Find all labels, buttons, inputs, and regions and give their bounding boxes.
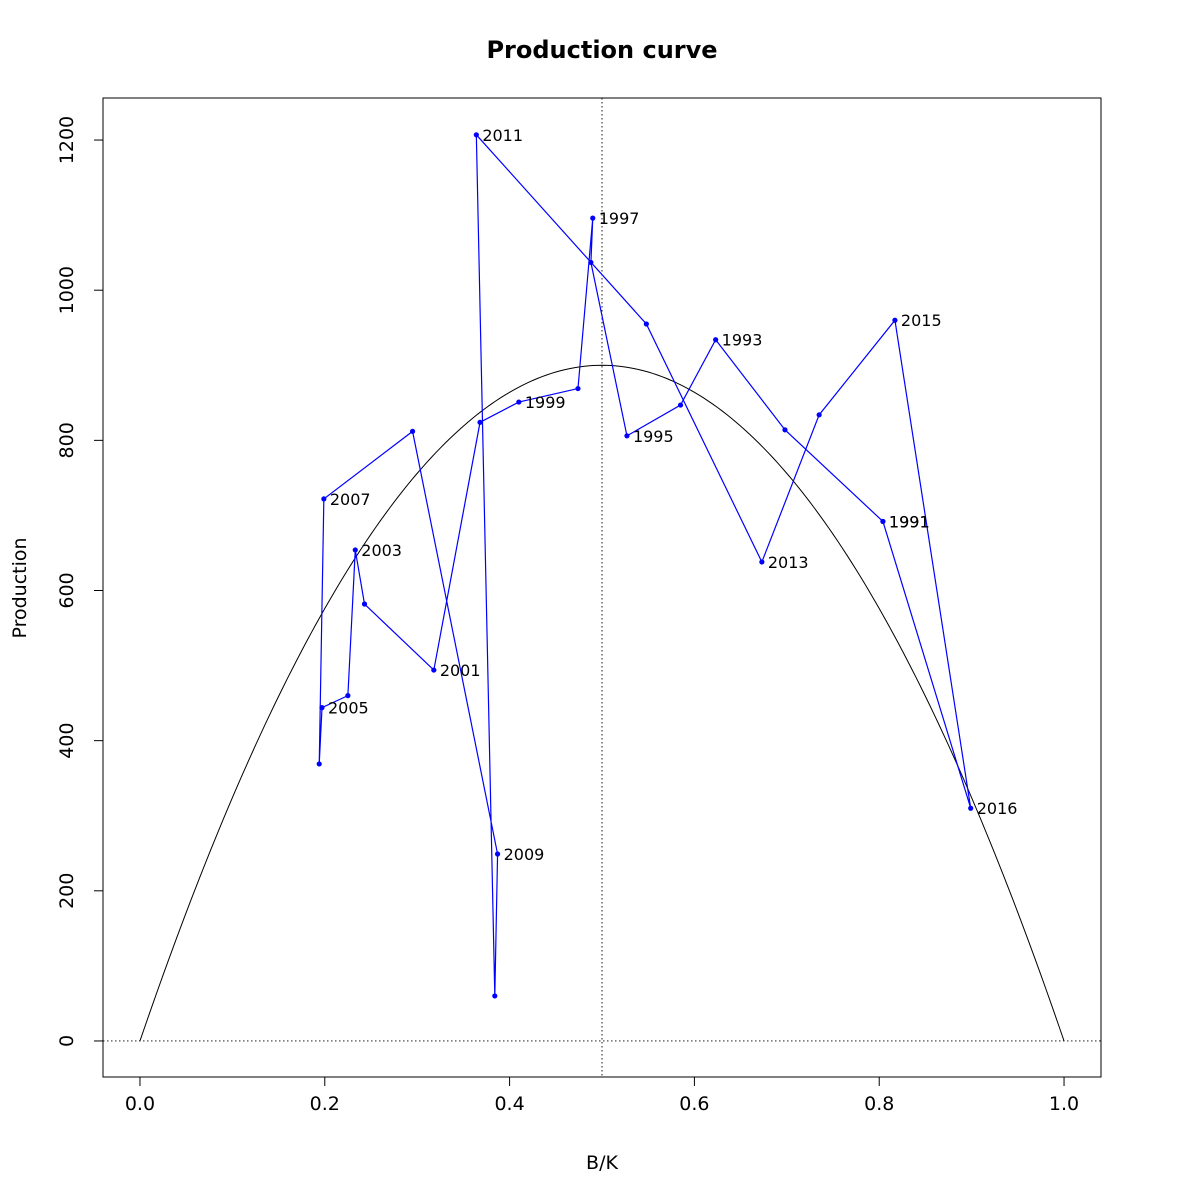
data-point xyxy=(321,496,327,502)
y-tick-label: 400 xyxy=(56,723,78,759)
point-label: 2001 xyxy=(440,661,481,680)
data-point xyxy=(361,601,368,607)
data-point xyxy=(477,419,483,425)
data-point xyxy=(575,385,581,392)
x-tick-label: 0.2 xyxy=(310,1093,340,1115)
point-label: 1991 xyxy=(889,512,930,531)
production-parabola xyxy=(139,364,1065,1042)
x-axis: 0.0 0.2 0.4 0.6 0.8 1.0 xyxy=(125,1076,1079,1115)
data-point xyxy=(431,667,437,673)
data-point xyxy=(473,132,479,138)
x-tick-label: 0.0 xyxy=(125,1093,155,1115)
data-point xyxy=(968,805,974,811)
data-point xyxy=(713,337,719,343)
point-label: 1991 xyxy=(889,512,930,531)
point-label: 2013 xyxy=(768,553,809,572)
point-label: 1993 xyxy=(722,331,763,350)
data-point xyxy=(516,399,522,405)
series-line xyxy=(318,133,972,996)
parabola-path xyxy=(139,364,1065,1042)
data-point xyxy=(319,705,325,711)
y-tick-label: 1200 xyxy=(56,116,78,164)
point-label: 2003 xyxy=(361,541,402,560)
y-tick-label: 600 xyxy=(56,572,78,608)
point-label: 2011 xyxy=(482,126,523,145)
x-axis-title: B/K xyxy=(586,1152,618,1174)
point-label: 1997 xyxy=(599,209,640,228)
data-point xyxy=(345,693,351,699)
y-tick-label: 800 xyxy=(56,422,78,458)
x-tick-label: 0.4 xyxy=(494,1093,524,1115)
data-point xyxy=(316,761,322,767)
point-label: 1995 xyxy=(633,427,674,446)
point-label: 2009 xyxy=(504,845,545,864)
point-label: 2007 xyxy=(330,490,371,509)
data-point xyxy=(494,851,501,857)
data-point xyxy=(492,993,498,999)
y-tick-label: 0 xyxy=(56,1035,78,1047)
data-point xyxy=(677,402,684,408)
x-tick-label: 0.8 xyxy=(864,1093,894,1115)
data-point xyxy=(352,547,358,553)
data-point xyxy=(816,412,822,418)
point-label: 1999 xyxy=(525,393,566,412)
data-point xyxy=(643,321,649,327)
y-axis-title: Production xyxy=(9,537,31,638)
data-point xyxy=(409,428,416,434)
chart-title: Production curve xyxy=(486,36,717,64)
series-layer: 1991 1993 1995 1997 1999 2001 2003 2005 2007 2009… xyxy=(316,126,1018,999)
point-label: 2005 xyxy=(328,699,369,718)
data-point xyxy=(759,559,765,565)
point-label: 2016 xyxy=(977,799,1018,818)
data-point xyxy=(590,215,596,221)
data-point xyxy=(588,259,594,266)
y-axis: 0 200 400 600 800 1000 1200 xyxy=(56,116,104,1047)
x-tick-label: 0.6 xyxy=(679,1093,709,1115)
data-point xyxy=(782,427,788,433)
data-point xyxy=(892,317,898,323)
data-point xyxy=(880,518,886,525)
data-point xyxy=(624,433,630,439)
x-tick-label: 1.0 xyxy=(1049,1093,1079,1115)
point-label: 2015 xyxy=(901,311,942,330)
reference-lines xyxy=(103,98,1101,1077)
y-tick-label: 200 xyxy=(56,873,78,909)
y-tick-label: 1000 xyxy=(56,266,78,314)
